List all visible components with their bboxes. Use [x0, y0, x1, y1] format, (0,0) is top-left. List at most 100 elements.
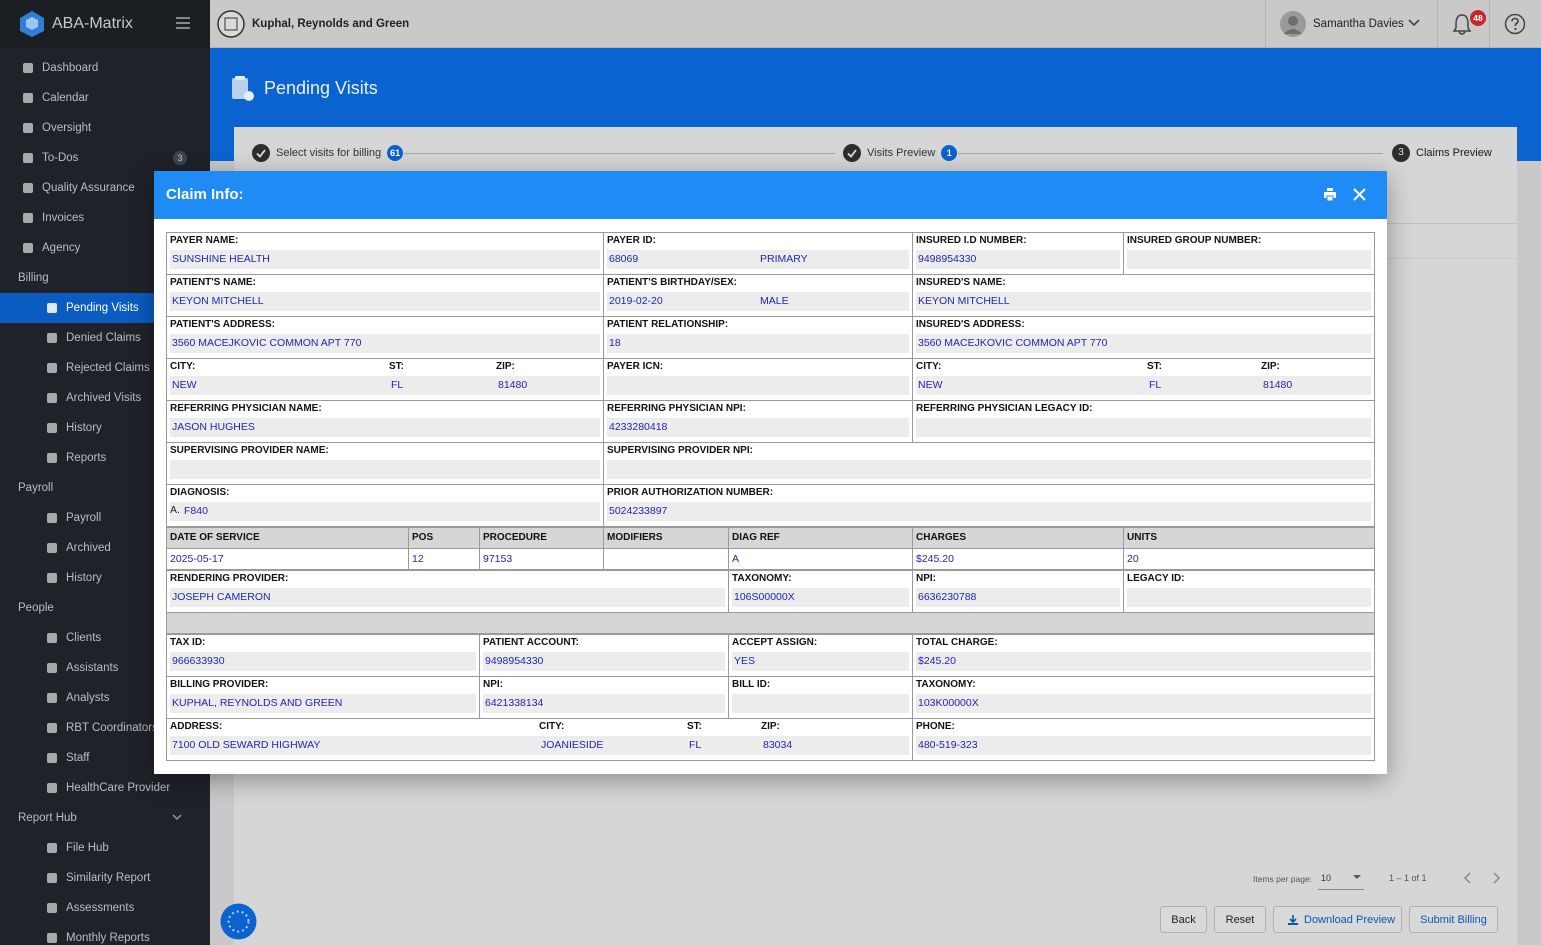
menu-item[interactable]: To-Dos [42, 150, 180, 166]
brand-name: ABA-Matrix [52, 16, 133, 32]
value-field [916, 376, 1371, 395]
claim-cell: REFERRING PHYSICIAN NAME:JASON HUGHES [166, 400, 604, 443]
field-label: PATIENT ACCOUNT: [483, 635, 579, 651]
action-button[interactable]: Submit Billing [1409, 906, 1498, 933]
print-button[interactable] [1324, 188, 1336, 201]
field-value: KEYON MITCHELL [918, 293, 1010, 309]
field-label: TAXONOMY: [732, 571, 792, 587]
check-mark [848, 150, 856, 157]
icon-shape [47, 903, 57, 913]
section-chevron [172, 814, 182, 822]
user-name[interactable]: Samantha Davies [1313, 16, 1404, 32]
action-button[interactable]: Download Preview [1273, 906, 1402, 933]
icon-shape [23, 123, 33, 133]
menu-icon [46, 752, 58, 764]
stepper-line [958, 153, 1383, 154]
prev-page[interactable] [1462, 872, 1472, 884]
organization-name: Kuphal, Reynolds and Green [252, 16, 409, 32]
icon-shape [47, 873, 57, 883]
action-button[interactable]: Back [1160, 906, 1207, 933]
divider [1489, 0, 1490, 48]
field-value: JOSEPH CAMERON [172, 589, 271, 605]
menu-icon [46, 452, 58, 464]
help-icon[interactable] [1504, 13, 1526, 35]
section-spacer [166, 612, 1375, 634]
next-page[interactable] [1492, 872, 1502, 884]
claim-cell: PATIENT'S NAME:KEYON MITCHELL [166, 274, 604, 317]
page-size[interactable]: 10 [1321, 870, 1331, 886]
value-field [607, 502, 1371, 521]
menu-item[interactable]: Monthly Reports [66, 930, 180, 945]
notification-bell[interactable] [1452, 13, 1472, 35]
step-label: Claims Preview [1416, 147, 1492, 159]
value-field [916, 736, 1371, 755]
menu-item[interactable]: Dashboard [42, 60, 180, 76]
step-count-badge: 1 [941, 145, 957, 161]
menu-item[interactable]: Similarity Report [66, 870, 180, 886]
user-menu-chevron[interactable] [1408, 19, 1420, 28]
icon-shape [47, 633, 57, 643]
icon-shape [1409, 20, 1419, 25]
help-fab[interactable] [220, 903, 257, 940]
claim-cell: LEGACY ID: [1123, 570, 1375, 613]
stepper-line [404, 153, 835, 154]
icon-shape [1288, 16, 1298, 26]
field-value: 81480 [1263, 377, 1292, 393]
value-field [170, 460, 600, 479]
field-label: ADDRESS: [170, 719, 222, 735]
field-label: ZIP: [1261, 359, 1280, 375]
icon-shape [1354, 189, 1365, 200]
menu-icon [22, 62, 34, 74]
value-field [732, 652, 909, 671]
claim-cell: PATIENT RELATIONSHIP:18 [603, 316, 913, 359]
service-header: PROCEDURE [483, 530, 547, 546]
button-label: Submit Billing [1410, 912, 1497, 928]
action-button[interactable]: Reset [1214, 906, 1266, 933]
claim-cell: INSURED'S NAME:KEYON MITCHELL [912, 274, 1375, 317]
field-value: JASON HUGHES [172, 419, 255, 435]
menu-section: Payroll [18, 480, 53, 496]
field-label: SUPERVISING PROVIDER NPI: [607, 443, 753, 459]
close-button[interactable] [1353, 188, 1366, 201]
service-value-cell: 97153 [479, 548, 604, 570]
menu-item[interactable]: Assessments [66, 900, 180, 916]
field-value: $245.20 [918, 653, 956, 669]
service-value: 97153 [483, 551, 512, 567]
claim-cell: PHONE:480-519-323 [912, 718, 1375, 761]
menu-toggle[interactable] [176, 17, 190, 29]
field-value: FL [689, 737, 701, 753]
menu-section[interactable]: Report Hub [18, 810, 77, 826]
service-header: DATE OF SERVICE [170, 530, 260, 546]
claim-cell: TOTAL CHARGE:$245.20 [912, 634, 1375, 677]
menu-item[interactable]: HealthCare Provider [66, 780, 180, 796]
icon-shape [47, 933, 57, 943]
menu-item[interactable]: Oversight [42, 120, 180, 136]
menu-item[interactable]: Calendar [42, 90, 180, 106]
menu-icon [22, 122, 34, 134]
field-label: INSURED I.D NUMBER: [916, 233, 1027, 249]
menu-icon [46, 302, 58, 314]
field-label: PAYER ID: [607, 233, 656, 249]
field-value: KUPHAL, REYNOLDS AND GREEN [172, 695, 342, 711]
field-label: ST: [1147, 359, 1162, 375]
menu-item[interactable]: File Hub [66, 840, 180, 856]
service-value-cell: $245.20 [912, 548, 1124, 570]
value-field [607, 460, 1371, 479]
claim-cell: BILL ID: [728, 676, 913, 719]
field-value: 3560 MACEJKOVIC COMMON APT 770 [918, 335, 1107, 351]
step-circle [843, 144, 861, 162]
service-value-cell: A [728, 548, 913, 570]
field-value: 81480 [498, 377, 527, 393]
field-value: 7100 OLD SEWARD HIGHWAY [172, 737, 320, 753]
field-value: 106S00000X [734, 589, 795, 605]
value-field [916, 418, 1371, 437]
step-label: Select visits for billing [276, 147, 381, 159]
field-label: TAX ID: [170, 635, 205, 651]
step-circle [252, 144, 270, 162]
stepper-step: 3Claims Preview [1392, 144, 1541, 162]
claim-cell: PAYER NAME:SUNSHINE HEALTH [166, 232, 604, 275]
field-label: ST: [687, 719, 702, 735]
service-header-cell: CHARGES [912, 527, 1124, 549]
modal-header [154, 171, 1387, 219]
icon-shape [176, 27, 190, 29]
